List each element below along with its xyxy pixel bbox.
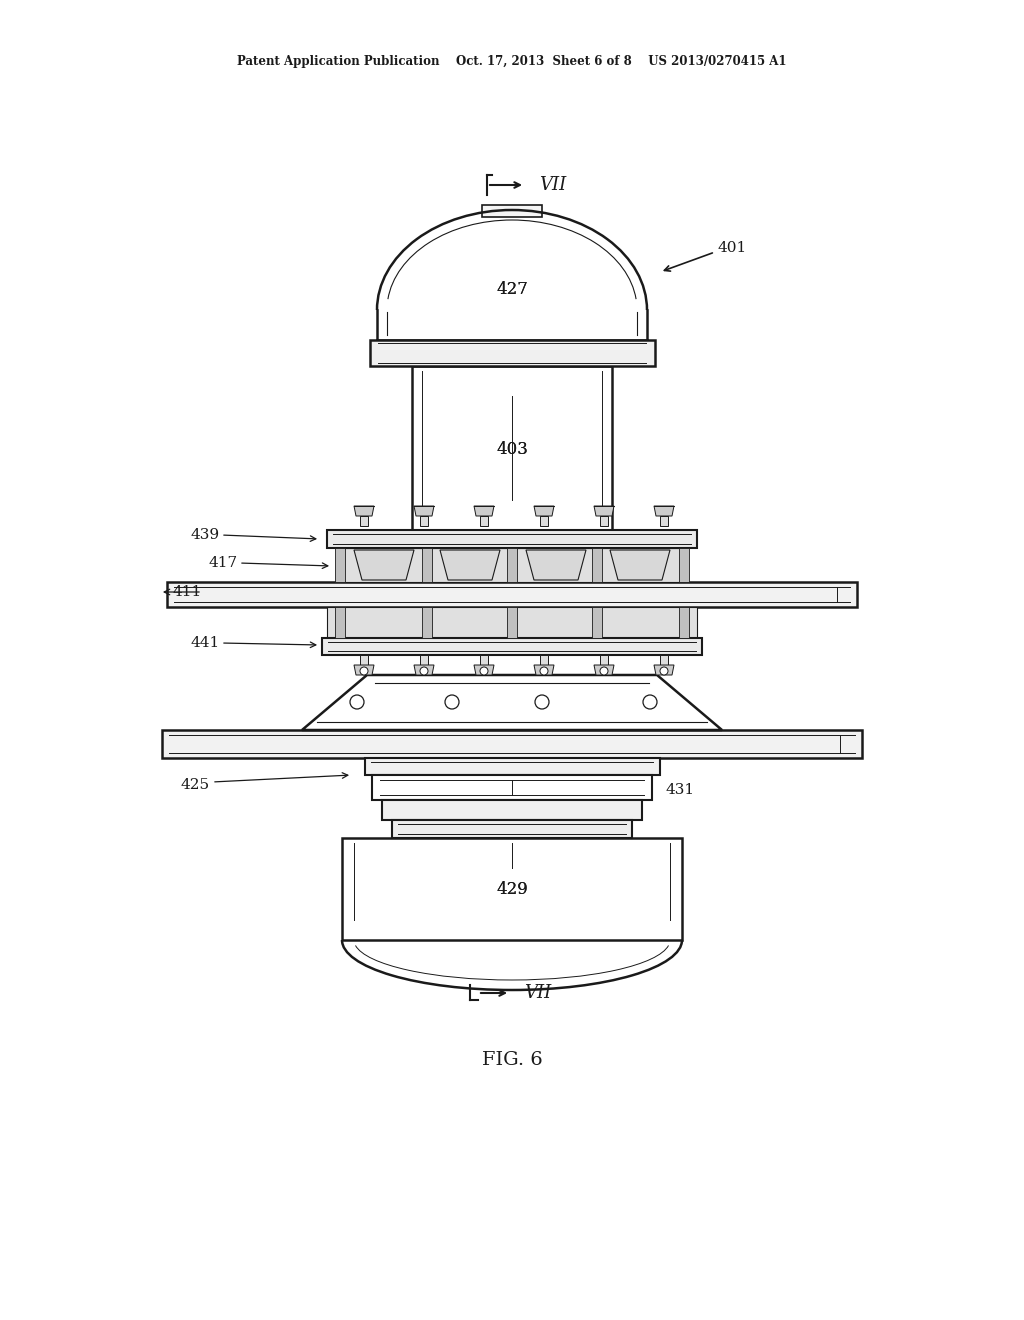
Bar: [592, 548, 602, 582]
Text: 425: 425: [181, 777, 210, 792]
Bar: [679, 607, 689, 638]
Text: 417: 417: [209, 556, 238, 570]
Polygon shape: [354, 550, 414, 579]
Bar: [372, 775, 652, 800]
Bar: [335, 548, 345, 582]
Polygon shape: [610, 550, 670, 579]
Polygon shape: [526, 550, 586, 579]
Polygon shape: [594, 506, 614, 516]
Circle shape: [480, 667, 488, 675]
Bar: [422, 548, 432, 582]
Bar: [370, 341, 655, 366]
Text: 411: 411: [173, 585, 202, 599]
Circle shape: [600, 667, 608, 675]
Text: 403: 403: [496, 441, 528, 458]
Bar: [335, 607, 345, 638]
Text: 401: 401: [718, 242, 748, 255]
Circle shape: [445, 696, 459, 709]
Bar: [660, 655, 668, 665]
Circle shape: [643, 696, 657, 709]
Text: 429: 429: [496, 882, 528, 899]
Polygon shape: [654, 665, 674, 675]
Text: 439: 439: [190, 528, 220, 543]
Polygon shape: [654, 506, 674, 516]
Text: 427: 427: [496, 281, 528, 298]
Circle shape: [540, 667, 548, 675]
Bar: [162, 730, 862, 758]
Bar: [480, 516, 488, 525]
Circle shape: [360, 667, 368, 675]
Polygon shape: [474, 665, 494, 675]
Bar: [327, 531, 697, 548]
Polygon shape: [354, 665, 374, 675]
Circle shape: [420, 667, 428, 675]
Circle shape: [535, 696, 549, 709]
Bar: [600, 655, 608, 665]
Text: 441: 441: [190, 636, 220, 649]
Bar: [420, 516, 428, 525]
Bar: [365, 758, 660, 775]
Bar: [327, 607, 697, 638]
Text: 403: 403: [496, 441, 528, 458]
Bar: [540, 655, 548, 665]
Bar: [600, 516, 608, 525]
Polygon shape: [440, 550, 500, 579]
Bar: [660, 516, 668, 525]
Text: Patent Application Publication    Oct. 17, 2013  Sheet 6 of 8    US 2013/0270415: Patent Application Publication Oct. 17, …: [238, 55, 786, 69]
Bar: [412, 366, 612, 531]
Bar: [507, 548, 517, 582]
Polygon shape: [414, 506, 434, 516]
Text: 427: 427: [496, 281, 528, 298]
Polygon shape: [302, 675, 722, 730]
Polygon shape: [534, 506, 554, 516]
Polygon shape: [474, 506, 494, 516]
Bar: [420, 655, 428, 665]
Bar: [322, 638, 702, 655]
Polygon shape: [414, 665, 434, 675]
Text: FIG. 6: FIG. 6: [481, 1051, 543, 1069]
Polygon shape: [534, 665, 554, 675]
Bar: [679, 548, 689, 582]
Bar: [360, 516, 368, 525]
Bar: [507, 607, 517, 638]
Bar: [392, 820, 632, 838]
Circle shape: [660, 667, 668, 675]
Text: VII: VII: [524, 983, 551, 1002]
Bar: [360, 655, 368, 665]
Bar: [480, 655, 488, 665]
Text: VII: VII: [539, 176, 566, 194]
Bar: [592, 607, 602, 638]
Bar: [340, 548, 685, 582]
Text: 431: 431: [665, 783, 694, 797]
Polygon shape: [594, 665, 614, 675]
Bar: [167, 582, 857, 607]
Bar: [382, 800, 642, 820]
Bar: [342, 838, 682, 940]
Bar: [482, 205, 542, 216]
Polygon shape: [354, 506, 374, 516]
Bar: [422, 607, 432, 638]
Bar: [540, 516, 548, 525]
Text: 429: 429: [496, 882, 528, 899]
Circle shape: [350, 696, 364, 709]
